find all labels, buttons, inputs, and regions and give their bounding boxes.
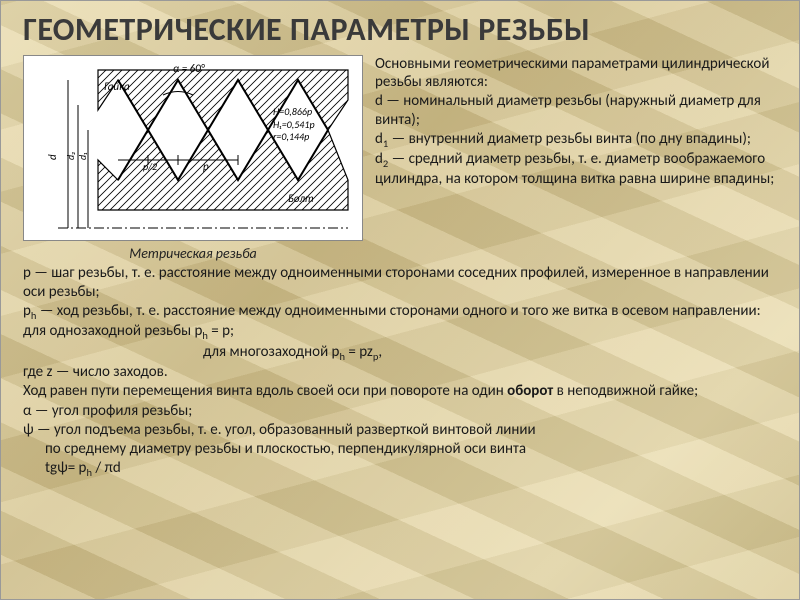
label-bolt: Болт bbox=[288, 192, 314, 205]
param-alpha: α — угол профиля резьбы; bbox=[23, 402, 777, 421]
param-psi2: по среднему диаметру резьбы и плоскостью… bbox=[23, 440, 777, 459]
param-p: p — шаг резьбы, т. е. расстояние между о… bbox=[23, 264, 777, 302]
param-d: d — номинальный диаметр резьбы (наружный… bbox=[375, 92, 777, 130]
param-z: где z — число заходов. bbox=[23, 363, 777, 382]
body-text: p — шаг резьбы, т. е. расстояние между о… bbox=[23, 264, 777, 480]
label-d1: d₁ bbox=[76, 151, 89, 159]
param-tg: tgψ= ph / πd bbox=[23, 459, 777, 479]
label-gaika: Гайка bbox=[104, 80, 130, 93]
param-d1: d1 — внутренний диаметр резьбы винта (по… bbox=[375, 130, 777, 150]
thread-diagram: α = 60° Гайка Болт H=0,866p H₁=0,541p r=… bbox=[23, 55, 363, 241]
page-title: ГЕОМЕТРИЧЕСКИЕ ПАРАМЕТРЫ РЕЗЬБЫ bbox=[23, 13, 777, 47]
label-d: d bbox=[46, 154, 59, 160]
param-d2: d2 — средний диаметр резьбы, т. е. диаме… bbox=[375, 150, 777, 189]
label-p: p bbox=[203, 160, 209, 173]
param-hod: Ход равен пути перемещения винта вдоль с… bbox=[23, 382, 777, 401]
param-psi: ψ — угол подъема резьбы, т. е. угол, обр… bbox=[23, 421, 777, 440]
intro-line: Основными геометрическими параметрами ци… bbox=[375, 55, 777, 93]
label-alpha: α = 60° bbox=[173, 62, 205, 75]
intro-text: Основными геометрическими параметрами ци… bbox=[375, 55, 777, 262]
top-row: α = 60° Гайка Болт H=0,866p H₁=0,541p r=… bbox=[23, 55, 777, 262]
diagram-column: α = 60° Гайка Болт H=0,866p H₁=0,541p r=… bbox=[23, 55, 363, 262]
label-h1: H=0,866p bbox=[273, 105, 312, 118]
param-ph-multi: для многозаходной ph = pzp, bbox=[23, 343, 777, 363]
label-r: r=0,144p bbox=[273, 130, 309, 143]
diagram-caption: Метрическая резьба bbox=[23, 245, 363, 262]
label-p2: p/2 bbox=[143, 160, 157, 173]
param-ph: ph — ход резьбы, т. е. расстояние между … bbox=[23, 302, 777, 343]
